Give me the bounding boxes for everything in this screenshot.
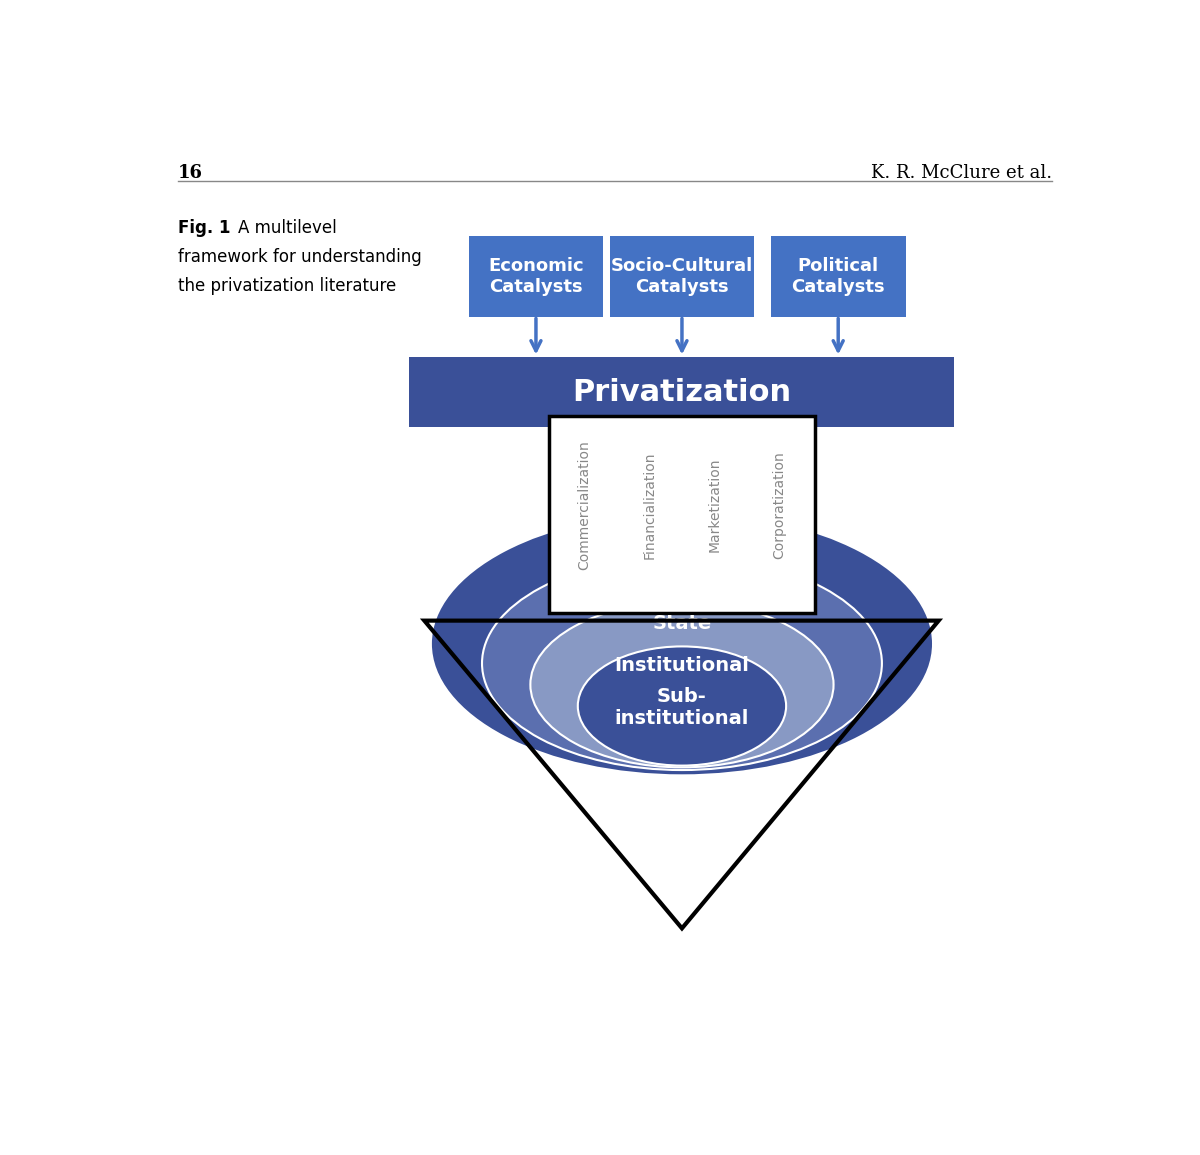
Text: K. R. McClure et al.: K. R. McClure et al. (871, 164, 1052, 181)
Text: Socio-Cultural
Catalysts: Socio-Cultural Catalysts (611, 258, 754, 296)
Text: Institutional: Institutional (614, 656, 749, 675)
Text: National: National (636, 572, 728, 591)
Text: Privatization: Privatization (572, 378, 792, 407)
Text: A multilevel: A multilevel (239, 218, 337, 237)
Text: Sub-
institutional: Sub- institutional (614, 687, 749, 729)
FancyBboxPatch shape (409, 357, 954, 426)
Ellipse shape (530, 602, 834, 767)
FancyBboxPatch shape (770, 236, 906, 318)
Text: Commercialization: Commercialization (577, 440, 592, 569)
FancyBboxPatch shape (468, 236, 604, 318)
Text: Financialization: Financialization (642, 452, 656, 559)
Text: State: State (653, 613, 712, 633)
Text: the privatization literature: the privatization literature (178, 277, 396, 296)
Ellipse shape (431, 512, 934, 775)
Text: Marketization: Marketization (708, 457, 721, 552)
Ellipse shape (578, 647, 786, 766)
FancyBboxPatch shape (610, 236, 754, 318)
Text: Fig. 1: Fig. 1 (178, 218, 230, 237)
Text: Economic
Catalysts: Economic Catalysts (488, 258, 583, 296)
Text: 16: 16 (178, 164, 203, 181)
Text: Corporatization: Corporatization (773, 450, 787, 559)
FancyBboxPatch shape (548, 416, 815, 612)
Text: Political
Catalysts: Political Catalysts (791, 258, 886, 296)
Text: framework for understanding: framework for understanding (178, 248, 421, 266)
Ellipse shape (482, 557, 882, 770)
